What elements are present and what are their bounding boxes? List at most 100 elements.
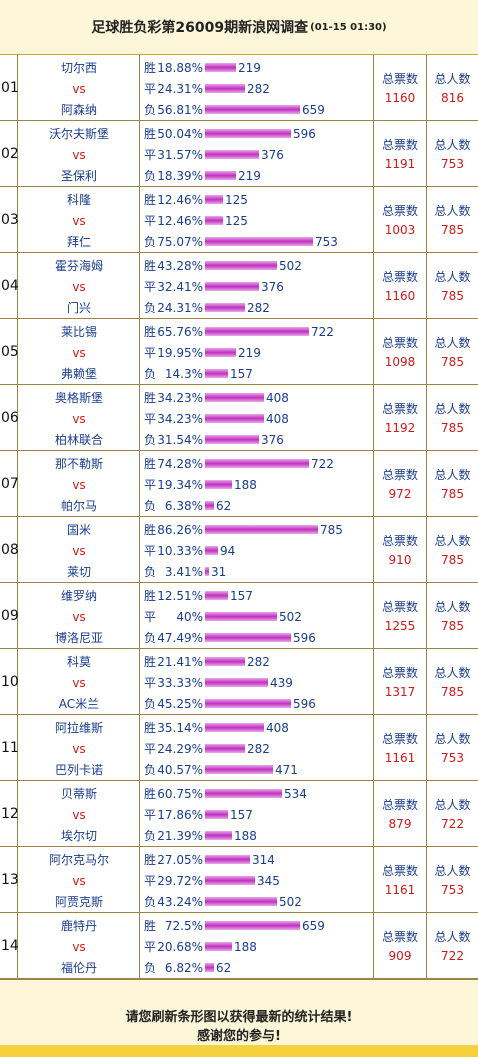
draw-label: 平 — [144, 676, 157, 690]
match-number: 12 — [0, 781, 19, 847]
draw-count: 125 — [225, 214, 248, 228]
total-people-cell: 总人数 816 — [427, 55, 478, 121]
win-count: 722 — [311, 325, 334, 339]
match-row: 14 鹿特丹 vs 福伦丹 胜 72.5% 659 平 20.68% 188 负 6.82% 62 总票数… — [0, 913, 478, 979]
lose-label: 负 — [144, 169, 157, 183]
match-teams: 国米 vs 莱切 — [18, 517, 140, 583]
draw-percent: 24.31% — [157, 82, 203, 96]
draw-count: 219 — [238, 346, 261, 360]
win-stat: 胜 12.46% 125 — [140, 193, 374, 207]
draw-count: 502 — [279, 610, 302, 624]
lose-bar — [205, 831, 232, 840]
draw-count: 94 — [220, 544, 236, 558]
draw-label: 平 — [144, 808, 157, 822]
win-percent: 65.76% — [157, 325, 203, 339]
total-people-cell: 总人数 785 — [427, 451, 478, 517]
total-votes-label: 总票数 — [381, 798, 418, 812]
survey-time: (01-15 01:30) — [310, 21, 387, 33]
total-votes-cell: 总票数 1160 — [374, 253, 427, 319]
match-teams: 贝蒂斯 vs 埃尔切 — [18, 781, 140, 847]
lose-label: 负 — [144, 763, 157, 777]
total-people-cell: 总人数 785 — [427, 517, 478, 583]
win-count: 408 — [266, 721, 289, 735]
draw-label: 平 — [144, 412, 157, 426]
lose-count: 31 — [211, 565, 227, 579]
win-stat: 胜 86.26% 785 — [140, 523, 374, 537]
win-stat: 胜 60.75% 534 — [140, 787, 374, 801]
win-percent: 21.41% — [157, 655, 203, 669]
vote-stats: 胜 86.26% 785 平 10.33% 94 负 3.41% 31 — [140, 517, 374, 583]
match-row: 12 贝蒂斯 vs 埃尔切 胜 60.75% 534 平 17.86% 157 负 21.39% 188… — [0, 781, 478, 847]
win-bar — [205, 459, 309, 468]
vs-label: vs — [72, 742, 86, 756]
vote-stats: 胜 34.23% 408 平 34.23% 408 负 31.54% 376 — [140, 385, 374, 451]
vs-label: vs — [72, 478, 86, 492]
lose-stat: 负 6.38% 62 — [140, 499, 374, 513]
win-bar — [205, 393, 264, 402]
total-votes-label: 总票数 — [381, 138, 418, 152]
total-votes-cell: 总票数 972 — [374, 451, 427, 517]
total-votes-value: 972 — [388, 487, 412, 501]
bottom-strip — [0, 1045, 478, 1057]
win-count: 534 — [284, 787, 307, 801]
draw-label: 平 — [144, 544, 157, 558]
draw-bar — [205, 282, 259, 291]
title-bar: 足球胜负彩第26009期新浪网调查 (01-15 01:30) — [0, 0, 478, 55]
vs-label: vs — [72, 610, 86, 624]
vote-stats: 胜 50.04% 596 平 31.57% 376 负 18.39% 219 — [140, 121, 374, 187]
win-percent: 12.46% — [157, 193, 203, 207]
draw-bar — [205, 84, 245, 93]
draw-stat: 平 19.34% 188 — [140, 478, 374, 492]
lose-percent: 6.38% — [164, 499, 203, 513]
total-people-label: 总人数 — [434, 534, 471, 548]
draw-count: 157 — [230, 808, 253, 822]
draw-bar — [205, 942, 232, 951]
away-team: 埃尔切 — [60, 829, 97, 843]
total-people-value: 753 — [441, 751, 464, 765]
win-label: 胜 — [144, 325, 157, 339]
lose-label: 负 — [144, 961, 157, 975]
draw-percent: 31.57% — [157, 148, 203, 162]
draw-label: 平 — [144, 874, 157, 888]
win-count: 722 — [311, 457, 334, 471]
win-percent: 27.05% — [157, 853, 203, 867]
win-label: 胜 — [144, 193, 157, 207]
total-votes-value: 909 — [388, 949, 412, 963]
win-count: 785 — [320, 523, 343, 537]
lose-percent: 45.25% — [157, 697, 203, 711]
total-people-label: 总人数 — [434, 72, 471, 86]
win-bar — [205, 261, 277, 270]
win-label: 胜 — [144, 259, 157, 273]
draw-count: 282 — [247, 742, 270, 756]
total-votes-label: 总票数 — [381, 930, 418, 944]
win-count: 659 — [302, 919, 325, 933]
home-team: 莱比锡 — [60, 325, 97, 339]
draw-stat: 平 17.86% 157 — [140, 808, 374, 822]
draw-label: 平 — [144, 214, 157, 228]
draw-percent: 17.86% — [157, 808, 203, 822]
draw-stat: 平 24.29% 282 — [140, 742, 374, 756]
lose-bar — [205, 237, 313, 246]
away-team: 博洛尼亚 — [54, 631, 103, 645]
total-votes-cell: 总票数 1003 — [374, 187, 427, 253]
win-count: 282 — [247, 655, 270, 669]
match-row: 06 奥格斯堡 vs 柏林联合 胜 34.23% 408 平 34.23% 408 负 31.54% 3… — [0, 385, 478, 451]
win-percent: 43.28% — [157, 259, 203, 273]
draw-bar — [205, 612, 277, 621]
match-row: 03 科隆 vs 拜仁 胜 12.46% 125 平 12.46% 125 负 75.07% 753 总票… — [0, 187, 478, 253]
lose-percent: 18.39% — [157, 169, 203, 183]
lose-percent: 75.07% — [157, 235, 203, 249]
lose-bar — [205, 765, 273, 774]
lose-stat: 负 3.41% 31 — [140, 565, 374, 579]
win-stat: 胜 74.28% 722 — [140, 457, 374, 471]
match-teams: 维罗纳 vs 博洛尼亚 — [18, 583, 140, 649]
win-label: 胜 — [144, 787, 157, 801]
away-team: 圣保利 — [60, 169, 97, 183]
lose-bar — [205, 501, 214, 510]
draw-percent: 32.41% — [157, 280, 203, 294]
win-count: 502 — [279, 259, 302, 273]
win-percent: 18.88% — [157, 61, 203, 75]
match-row: 07 那不勒斯 vs 帕尔马 胜 74.28% 722 平 19.34% 188 负 6.38% 62 总… — [0, 451, 478, 517]
lose-label: 负 — [144, 433, 157, 447]
match-teams: 那不勒斯 vs 帕尔马 — [18, 451, 140, 517]
